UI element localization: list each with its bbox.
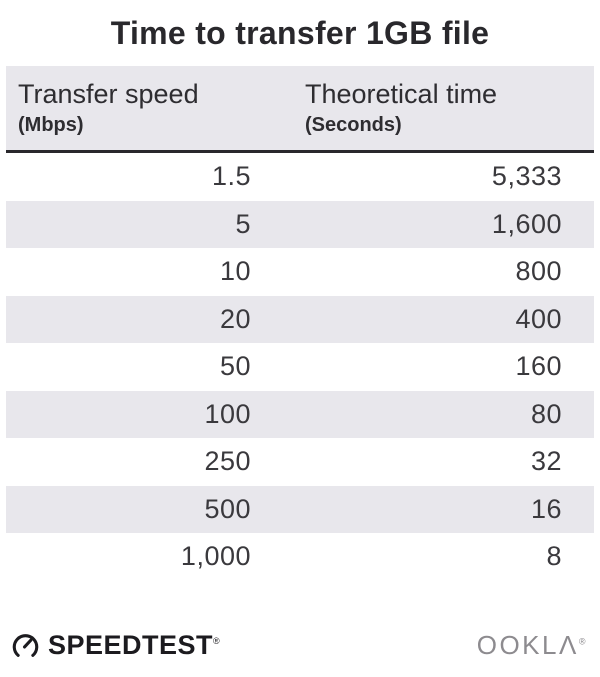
speedtest-wordmark-text: SPEEDTEST (48, 630, 214, 660)
time-cell: 16 (530, 493, 562, 524)
table-row: 20 400 (6, 295, 594, 343)
speed-cell: 1,000 (180, 541, 251, 572)
transfer-time-table: Transfer speed (Mbps) Theoretical time (… (6, 66, 594, 581)
table-row: 50 160 (6, 343, 594, 391)
speed-cell: 10 (219, 256, 251, 287)
time-cell: 800 (515, 256, 562, 287)
table-row: 5 1,600 (6, 200, 594, 248)
speed-cell: 500 (204, 493, 251, 524)
time-cell: 160 (515, 351, 562, 382)
table-row: 250 32 (6, 438, 594, 486)
column-header-transfer-speed: Transfer speed (Mbps) (18, 79, 305, 137)
table-row: 100 80 (6, 390, 594, 438)
ookla-wordmark-text: OOKL (476, 630, 559, 660)
time-cell: 5,333 (491, 161, 562, 192)
registered-mark: ® (213, 636, 221, 646)
speed-cell: 5 (235, 208, 251, 239)
speed-cell: 50 (219, 351, 251, 382)
table-row: 1.5 5,333 (6, 153, 594, 201)
table-header-row: Transfer speed (Mbps) Theoretical time (… (6, 66, 594, 153)
table-row: 500 16 (6, 485, 594, 533)
page-title: Time to transfer 1GB file (110, 15, 490, 51)
speedtest-wordmark: SPEEDTEST® (48, 630, 220, 661)
table-row: 10 800 (6, 248, 594, 296)
column-header-theoretical-time: Theoretical time (Seconds) (305, 79, 584, 137)
column-label: Theoretical time (305, 79, 498, 109)
column-label: Transfer speed (18, 79, 199, 109)
column-unit: (Mbps) (18, 114, 84, 136)
speed-cell: 250 (204, 446, 251, 477)
speed-cell: 100 (204, 398, 251, 429)
table-body: 1.5 5,333 5 1,600 10 800 20 400 50 160 1… (6, 153, 594, 581)
speed-cell: 20 (219, 303, 251, 334)
time-cell: 8 (546, 541, 562, 572)
time-cell: 32 (530, 446, 562, 477)
time-cell: 400 (515, 303, 562, 334)
time-cell: 80 (530, 398, 562, 429)
speedtest-logo: SPEEDTEST® (10, 630, 220, 661)
registered-mark: ® (578, 636, 588, 647)
ookla-lambda-letter: Λ (558, 630, 579, 660)
speed-cell: 1.5 (211, 161, 251, 192)
time-cell: 1,600 (491, 208, 562, 239)
column-unit: (Seconds) (305, 114, 402, 136)
ookla-logo: OOKLΛ® (477, 630, 588, 661)
speedtest-gauge-icon (10, 630, 41, 661)
footer: SPEEDTEST® OOKLΛ® (10, 630, 588, 661)
table-row: 1,000 8 (6, 533, 594, 581)
